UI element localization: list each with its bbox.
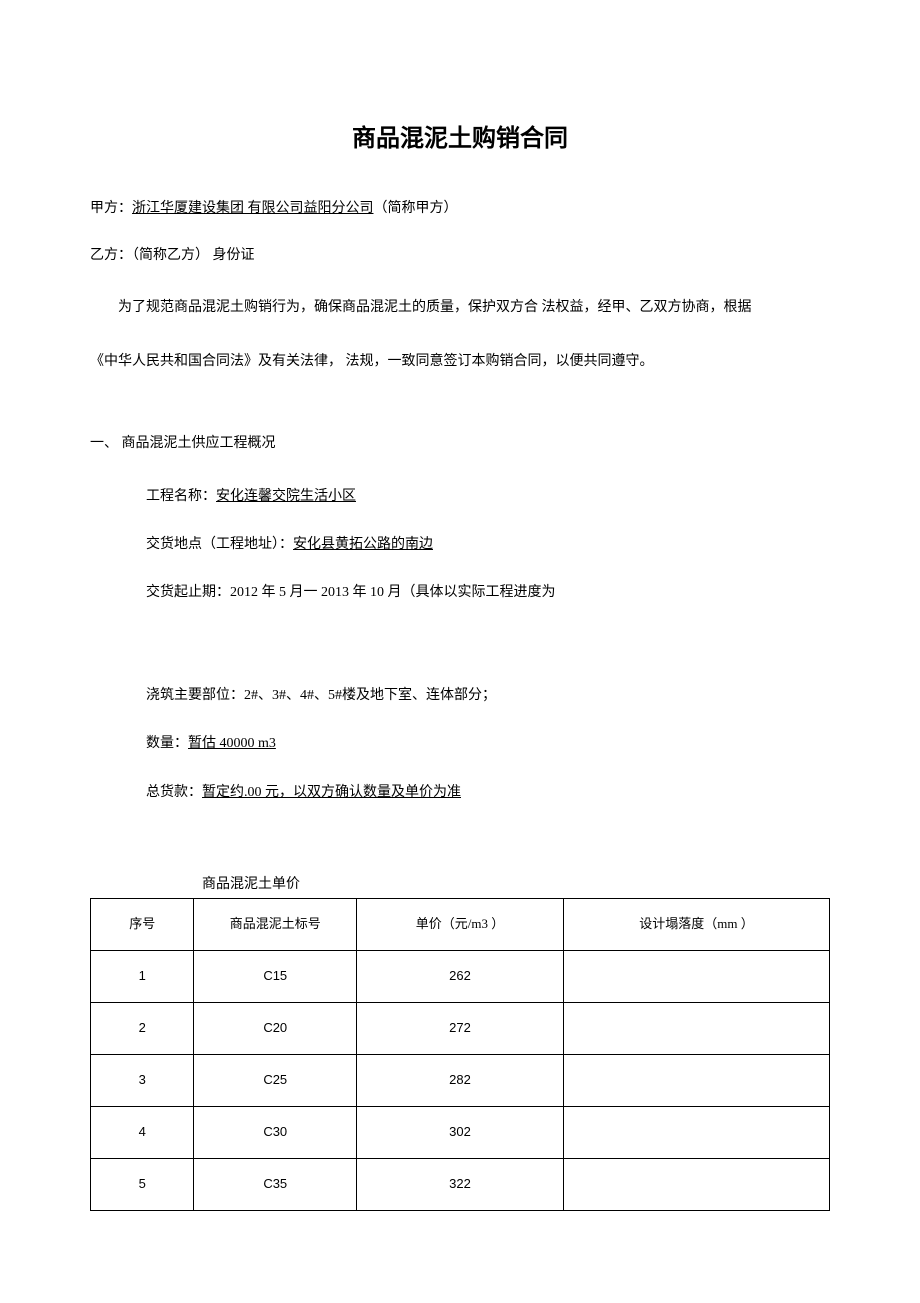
cell-price: 302 bbox=[357, 1107, 564, 1159]
table-row: 3 C25 282 bbox=[91, 1055, 830, 1107]
section-1-heading: 一、 商品混泥土供应工程概况 bbox=[90, 433, 830, 455]
table-header-row: 序号 商品混泥土标号 单价（元/m3 ） 设计塌落度（mm ） bbox=[91, 899, 830, 951]
cell-seq: 4 bbox=[91, 1107, 194, 1159]
party-a-alias: （简称甲方） bbox=[374, 201, 458, 216]
total-line: 总货款：暂定约.00 元，以双方确认数量及单价为准 bbox=[146, 782, 830, 804]
cell-slump bbox=[563, 1003, 829, 1055]
col-header-price: 单价（元/m3 ） bbox=[357, 899, 564, 951]
intro-paragraph-1: 为了规范商品混泥土购销行为，确保商品混泥土的质量，保护双方合 法权益，经甲、乙双… bbox=[90, 291, 830, 325]
cell-price: 272 bbox=[357, 1003, 564, 1055]
cell-seq: 3 bbox=[91, 1055, 194, 1107]
party-a-label: 甲方： bbox=[90, 201, 132, 216]
cell-seq: 1 bbox=[91, 951, 194, 1003]
party-a-line: 甲方：浙江华厦建设集团 有限公司益阳分公司（简称甲方） bbox=[90, 198, 830, 220]
delivery-location-label: 交货地点（工程地址）： bbox=[146, 537, 293, 552]
table-row: 4 C30 302 bbox=[91, 1107, 830, 1159]
delivery-period-value: 2012 年 5 月一 2013 年 10 月（具体以实际工程进度为 bbox=[230, 585, 556, 600]
delivery-location-value: 安化县黄拓公路的南边 bbox=[293, 537, 433, 552]
total-value: 暂定约.00 元，以双方确认数量及单价为准 bbox=[202, 785, 461, 800]
table-row: 1 C15 262 bbox=[91, 951, 830, 1003]
quantity-value: 暂估 40000 m3 bbox=[188, 736, 276, 751]
cell-seq: 2 bbox=[91, 1003, 194, 1055]
table-row: 2 C20 272 bbox=[91, 1003, 830, 1055]
document-title: 商品混泥土购销合同 bbox=[90, 120, 830, 158]
price-table: 序号 商品混泥土标号 单价（元/m3 ） 设计塌落度（mm ） 1 C15 26… bbox=[90, 898, 830, 1211]
project-name-line: 工程名称：安化连馨交院生活小区 bbox=[146, 486, 830, 508]
delivery-location-line: 交货地点（工程地址）：安化县黄拓公路的南边 bbox=[146, 534, 830, 556]
pour-parts-label: 浇筑主要部位： bbox=[146, 688, 244, 703]
cell-slump bbox=[563, 951, 829, 1003]
pour-parts-value: 2#、3#、4#、5#楼及地下室、连体部分； bbox=[244, 688, 496, 703]
party-b-line: 乙方：（简称乙方） 身份证 bbox=[90, 245, 830, 267]
project-name-label: 工程名称： bbox=[146, 489, 216, 504]
total-label: 总货款： bbox=[146, 785, 202, 800]
cell-grade: C25 bbox=[194, 1055, 357, 1107]
cell-price: 282 bbox=[357, 1055, 564, 1107]
delivery-period-label: 交货起止期： bbox=[146, 585, 230, 600]
cell-slump bbox=[563, 1107, 829, 1159]
cell-grade: C20 bbox=[194, 1003, 357, 1055]
cell-price: 322 bbox=[357, 1159, 564, 1211]
cell-grade: C15 bbox=[194, 951, 357, 1003]
delivery-period-line: 交货起止期：2012 年 5 月一 2013 年 10 月（具体以实际工程进度为 bbox=[146, 582, 830, 604]
cell-price: 262 bbox=[357, 951, 564, 1003]
cell-slump bbox=[563, 1055, 829, 1107]
party-a-name: 浙江华厦建设集团 有限公司益阳分公司 bbox=[132, 201, 374, 216]
table-caption: 商品混泥土单价 bbox=[202, 874, 830, 896]
cell-slump bbox=[563, 1159, 829, 1211]
col-header-grade: 商品混泥土标号 bbox=[194, 899, 357, 951]
cell-grade: C35 bbox=[194, 1159, 357, 1211]
intro-paragraph-2: 《中华人民共和国合同法》及有关法律， 法规，一致同意签订本购销合同，以便共同遵守… bbox=[90, 351, 830, 373]
col-header-slump: 设计塌落度（mm ） bbox=[563, 899, 829, 951]
pour-parts-line: 浇筑主要部位：2#、3#、4#、5#楼及地下室、连体部分； bbox=[146, 685, 830, 707]
cell-grade: C30 bbox=[194, 1107, 357, 1159]
cell-seq: 5 bbox=[91, 1159, 194, 1211]
project-name-value: 安化连馨交院生活小区 bbox=[216, 489, 356, 504]
quantity-label: 数量： bbox=[146, 736, 188, 751]
quantity-line: 数量：暂估 40000 m3 bbox=[146, 733, 830, 755]
table-row: 5 C35 322 bbox=[91, 1159, 830, 1211]
col-header-seq: 序号 bbox=[91, 899, 194, 951]
